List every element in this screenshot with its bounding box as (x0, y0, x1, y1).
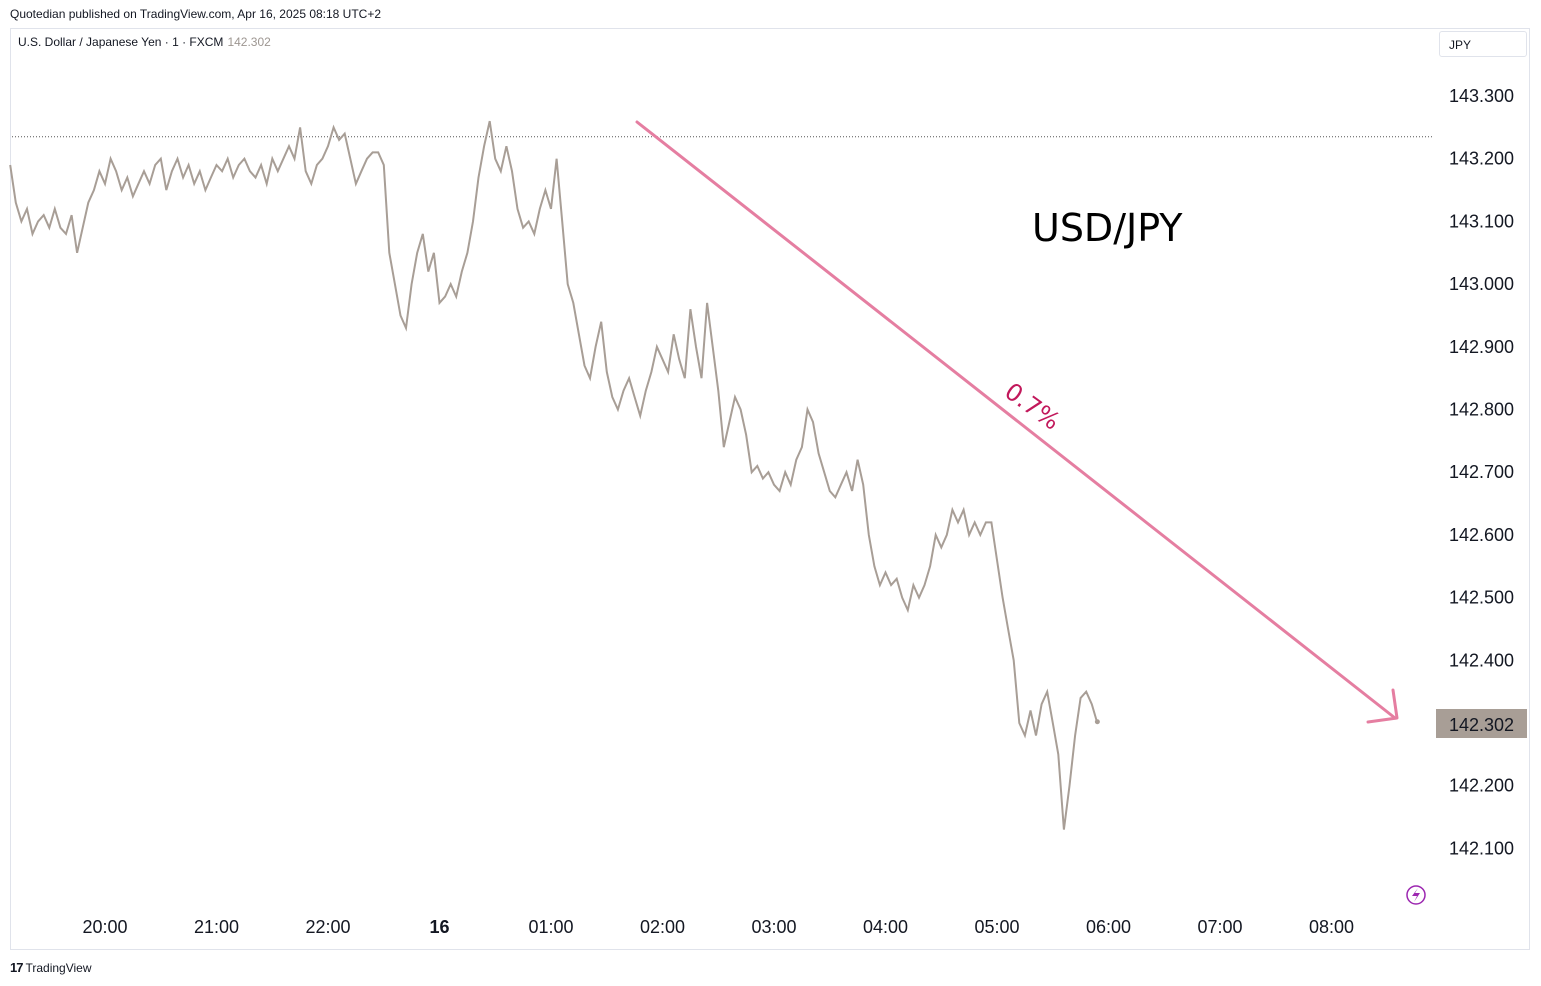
y-axis: 143.300 143.200 143.100 143.000 142.900 142.8… (1449, 86, 1514, 858)
x-tick-label: 02:00 (640, 917, 685, 937)
x-tick-label: 05:00 (974, 917, 1019, 937)
y-tick-label: 142.800 (1449, 400, 1514, 420)
y-tick-label: 142.600 (1449, 525, 1514, 545)
y-tick-label: 142.500 (1449, 588, 1514, 608)
y-tick-label: 143.200 (1449, 149, 1514, 169)
x-tick-label: 04:00 (863, 917, 908, 937)
symbol-last-price: 142.302 (227, 35, 271, 49)
x-tick-label: 07:00 (1197, 917, 1242, 937)
x-tick-label: 21:00 (194, 917, 239, 937)
y-tick-label: 142.200 (1449, 776, 1514, 796)
x-tick-label: 01:00 (528, 917, 573, 937)
chart-frame (10, 28, 1530, 950)
percent-change-annotation: 0.7% (999, 377, 1065, 435)
footer-brand-text: TradingView (25, 960, 92, 975)
symbol-description: U.S. Dollar / Japanese Yen · 1 · FXCM (18, 35, 224, 49)
last-price-badge: 142.302 (1436, 709, 1527, 738)
currency-selector[interactable]: JPY (1439, 31, 1527, 57)
y-tick-label: 143.100 (1449, 211, 1514, 231)
footer-brand[interactable]: 17 TradingView (10, 960, 92, 975)
last-price-badge-text: 142.302 (1449, 715, 1514, 735)
x-axis: 20:00 21:00 22:00 16 01:00 02:00 03:00 04:00 05:… (82, 917, 1354, 937)
x-tick-label: 20:00 (82, 917, 127, 937)
y-tick-label: 142.400 (1449, 650, 1514, 670)
x-tick-label: 08:00 (1309, 917, 1354, 937)
symbol-legend[interactable]: U.S. Dollar / Japanese Yen · 1 · FXCM 142… (18, 35, 271, 49)
x-tick-label: 03:00 (751, 917, 796, 937)
publisher-line: Quotedian published on TradingView.com, … (10, 7, 382, 21)
x-tick-label: 16 (429, 917, 449, 937)
y-tick-label: 142.700 (1449, 462, 1514, 482)
trend-arrow (635, 120, 1399, 724)
x-tick-label: 22:00 (305, 917, 350, 937)
price-series-line (9, 120, 1099, 830)
chart-title-annotation: USD/JPY (1032, 206, 1183, 250)
y-tick-label: 143.000 (1449, 274, 1514, 294)
y-tick-label: 143.300 (1449, 86, 1514, 106)
y-tick-label: 142.100 (1449, 838, 1514, 858)
x-tick-label: 06:00 (1086, 917, 1131, 937)
tradingview-logo-icon: 17 (10, 960, 24, 975)
y-tick-label: 142.900 (1449, 337, 1514, 357)
lightning-icon[interactable] (1406, 885, 1426, 905)
last-price-dot (1094, 719, 1100, 725)
